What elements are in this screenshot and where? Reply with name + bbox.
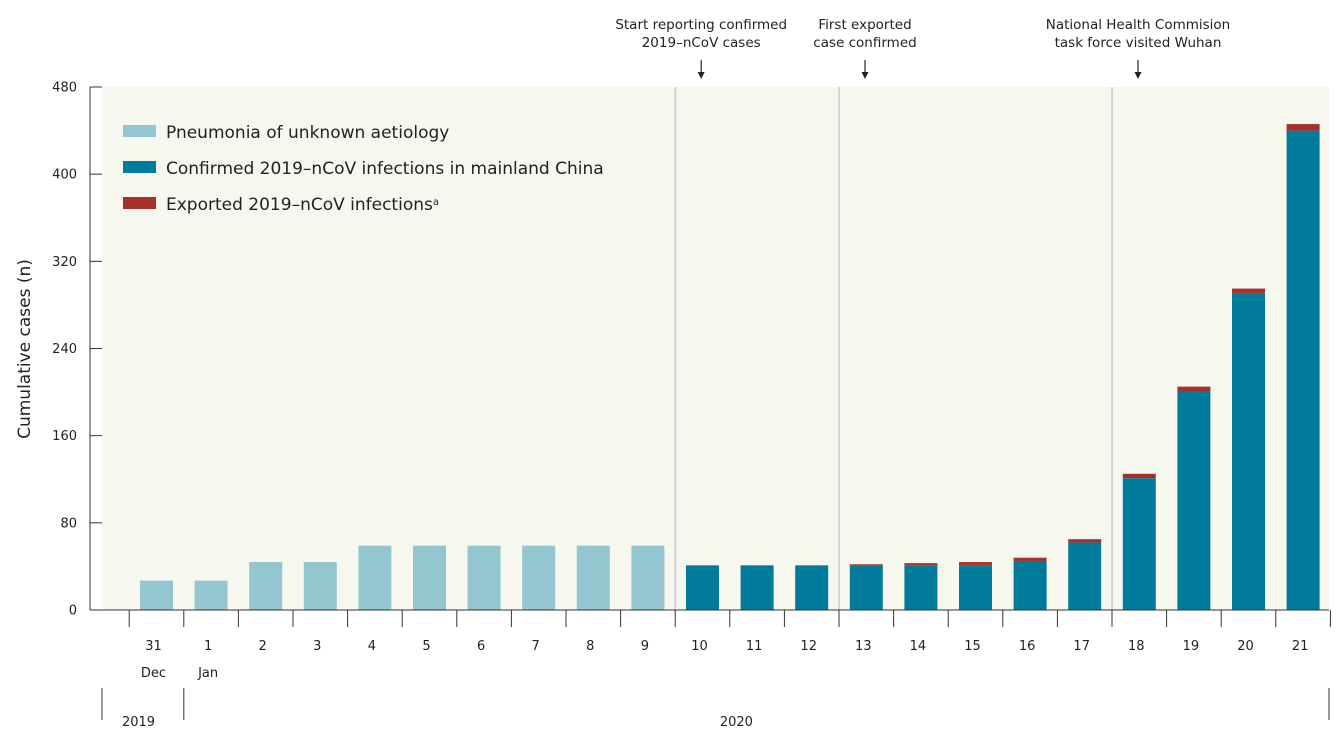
bar-confirmed: [904, 565, 938, 610]
month-label: Jan: [197, 666, 218, 681]
legend-swatch: [123, 125, 156, 137]
bar-pneumonia: [358, 545, 392, 610]
annotation-text: 2019–nCoV cases: [642, 35, 761, 51]
legend-label: Pneumonia of unknown aetiology: [166, 123, 449, 143]
bar-pneumonia: [140, 580, 173, 610]
bar-confirmed: [740, 565, 774, 610]
bar-confirmed: [849, 565, 883, 610]
x-tick-label: 6: [477, 639, 485, 654]
x-tick-label: 7: [532, 639, 540, 654]
x-tick-label: 11: [746, 639, 763, 654]
x-tick-label: 20: [1237, 639, 1254, 654]
x-tick-label: 12: [800, 639, 817, 654]
x-tick-label: 1: [204, 639, 212, 654]
x-tick-label: 10: [691, 639, 708, 654]
legend-label: Confirmed 2019–nCoV infections in mainla…: [166, 159, 604, 179]
bar-pneumonia: [413, 545, 446, 610]
x-tick-label: 9: [641, 639, 649, 654]
bar-confirmed: [1068, 542, 1102, 610]
annotation-text: task force visited Wuhan: [1055, 35, 1222, 51]
x-tick-label: 21: [1292, 639, 1309, 654]
bar-pneumonia: [303, 562, 337, 610]
bar-confirmed: [1177, 390, 1211, 610]
event-dividers: [674, 87, 1113, 610]
y-tick-label: 0: [69, 604, 77, 619]
annotation-arrow-head: [697, 72, 705, 79]
x-tick-label: 17: [1073, 639, 1090, 654]
bar-confirmed: [1122, 478, 1156, 610]
annotation-text: Start reporting confirmed: [615, 17, 787, 33]
x-tick-label: 14: [910, 639, 927, 654]
bar-pneumonia: [631, 545, 665, 610]
legend: Pneumonia of unknown aetiology Confirmed …: [123, 123, 604, 215]
bar-exported: [1286, 124, 1320, 131]
y-tick-label: 480: [52, 81, 77, 96]
x-tick-label: 31: [145, 639, 162, 654]
bar-exported: [904, 563, 938, 566]
legend-label: Exported 2019–nCoV infectionsa: [166, 195, 439, 215]
legend-superscript: a: [433, 197, 439, 208]
bar-pneumonia: [522, 545, 556, 610]
x-tick-label: 15: [964, 639, 981, 654]
year-label: 2020: [720, 715, 753, 730]
x-tick-label: 5: [422, 639, 430, 654]
x-tick-label: 13: [855, 639, 872, 654]
month-label: Dec: [141, 666, 166, 681]
bar-confirmed: [1232, 292, 1265, 610]
bar-exported: [1122, 473, 1156, 479]
bar-exported: [959, 562, 992, 566]
bar-pneumonia: [576, 545, 610, 610]
x-tick-label: 4: [368, 639, 376, 654]
y-tick-label: 80: [60, 516, 77, 531]
x-tick-label: 16: [1019, 639, 1036, 654]
legend-swatch: [123, 197, 156, 209]
x-tick-label: 3: [313, 639, 321, 654]
bar-confirmed: [795, 565, 829, 610]
y-tick-label: 160: [52, 429, 77, 444]
bar-exported: [1232, 288, 1265, 293]
y-axis: 0 80 160 240 320 400 480: [52, 81, 102, 619]
x-tick-label: 2: [259, 639, 267, 654]
legend-swatch: [123, 161, 156, 173]
bar-pneumonia: [249, 562, 283, 610]
bar-confirmed: [686, 565, 719, 610]
annotation-arrow-head: [861, 72, 869, 79]
bar-exported: [1013, 557, 1047, 561]
annotation-text: case confirmed: [813, 35, 916, 51]
annotation-arrow-head: [1134, 72, 1142, 79]
annotation-text: First exported: [818, 17, 911, 33]
annotation-text: National Health Commision: [1046, 17, 1231, 33]
y-tick-label: 400: [52, 168, 77, 183]
bar-pneumonia: [194, 580, 228, 610]
bars: [140, 124, 1320, 611]
y-axis-label: Cumulative cases (n): [15, 259, 35, 439]
y-tick-label: 240: [52, 342, 77, 357]
y-tick-label: 320: [52, 255, 77, 270]
bar-exported: [849, 564, 883, 566]
bar-pneumonia: [467, 545, 501, 610]
annotations: Start reporting confirmed 2019–nCoV cases…: [615, 17, 1230, 79]
bar-exported: [1068, 539, 1102, 543]
year-label: 2019: [122, 715, 155, 730]
x-tick-label: 18: [1128, 639, 1145, 654]
bar-confirmed: [1286, 130, 1320, 611]
bar-exported: [1177, 386, 1211, 391]
bar-confirmed: [959, 565, 992, 610]
bar-confirmed: [1013, 560, 1047, 610]
x-tick-label: 19: [1183, 639, 1200, 654]
x-tick-label: 8: [586, 639, 594, 654]
